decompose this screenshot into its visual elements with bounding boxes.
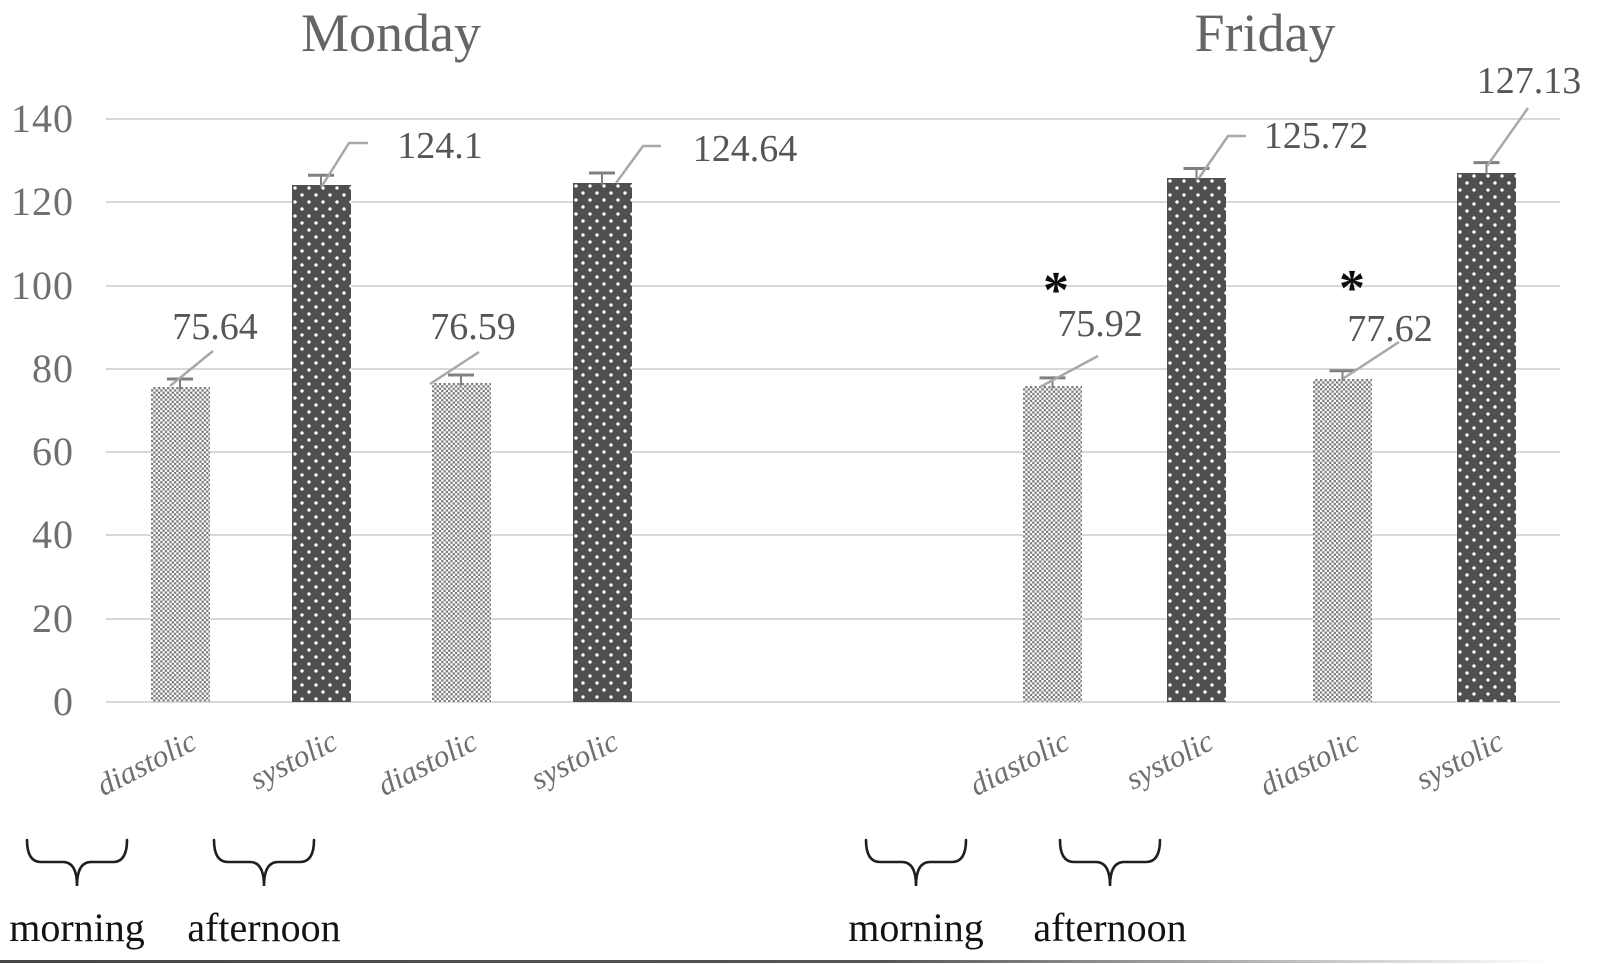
y-axis-tick-label: 40 xyxy=(32,512,74,558)
group-title-friday: Friday xyxy=(1194,3,1336,63)
data-label-friday-morning-systolic: 125.72 xyxy=(1263,115,1369,157)
y-axis-tick-label: 60 xyxy=(32,429,74,475)
bar-friday-afternoon-systolic xyxy=(1457,172,1516,702)
data-label-friday-afternoon-systolic: 127.13 xyxy=(1476,60,1582,102)
gridline-y-60 xyxy=(106,451,1560,454)
bar-monday-morning-diastolic xyxy=(150,387,210,702)
gridline-y-140 xyxy=(106,118,1560,120)
data-label-leader-friday-afternoon-systolic xyxy=(1485,107,1530,167)
bar-friday-morning-systolic xyxy=(1167,178,1226,702)
bar-monday-afternoon-diastolic xyxy=(431,383,491,702)
data-label-friday-afternoon-diastolic: 77.62 xyxy=(1347,308,1433,350)
data-label-monday-afternoon-systolic: 124.64 xyxy=(692,128,798,170)
gridline-y-0 xyxy=(106,701,1560,703)
data-label-monday-morning-diastolic: 75.64 xyxy=(172,306,258,348)
period-label-friday-afternoon: afternoon xyxy=(1033,905,1187,950)
grouping-brace-friday-morning xyxy=(864,838,968,887)
y-axis-tick-label: 120 xyxy=(11,179,74,225)
significance-asterisk-friday-afternoon-diastolic: * xyxy=(1339,260,1365,317)
bar-monday-morning-systolic xyxy=(291,185,351,702)
bar-monday-afternoon-systolic xyxy=(572,182,632,702)
period-label-monday-morning: morning xyxy=(9,905,145,950)
gridline-y-40 xyxy=(106,534,1560,537)
y-axis-tick-label: 0 xyxy=(53,679,74,724)
y-axis-tick-label: 100 xyxy=(11,262,74,308)
grouping-brace-monday-afternoon xyxy=(212,838,316,887)
data-label-friday-morning-diastolic: 75.92 xyxy=(1057,303,1143,345)
group-title-monday: Monday xyxy=(301,3,481,63)
gridline-y-120 xyxy=(106,201,1560,204)
period-label-friday-morning: morning xyxy=(848,905,984,950)
figure-bottom-border xyxy=(0,960,1600,963)
data-label-monday-afternoon-diastolic: 76.59 xyxy=(430,306,516,348)
grouping-brace-friday-afternoon xyxy=(1058,838,1162,887)
data-label-monday-morning-systolic: 124.1 xyxy=(397,125,483,167)
data-label-leader-friday-morning-diastolic xyxy=(1039,354,1099,389)
y-axis-tick-label: 140 xyxy=(11,96,74,141)
gridline-y-80 xyxy=(106,367,1560,370)
gridline-y-20 xyxy=(106,617,1560,620)
y-axis-tick-label: 80 xyxy=(32,345,74,391)
y-axis-tick-label: 20 xyxy=(32,595,74,641)
grouping-brace-monday-morning xyxy=(25,838,129,887)
bar-friday-afternoon-diastolic xyxy=(1313,378,1372,702)
bar-friday-morning-diastolic xyxy=(1023,385,1082,702)
period-label-monday-afternoon: afternoon xyxy=(187,905,341,950)
gridline-y-100 xyxy=(106,284,1560,287)
significance-asterisk-friday-morning-diastolic: * xyxy=(1043,262,1069,319)
